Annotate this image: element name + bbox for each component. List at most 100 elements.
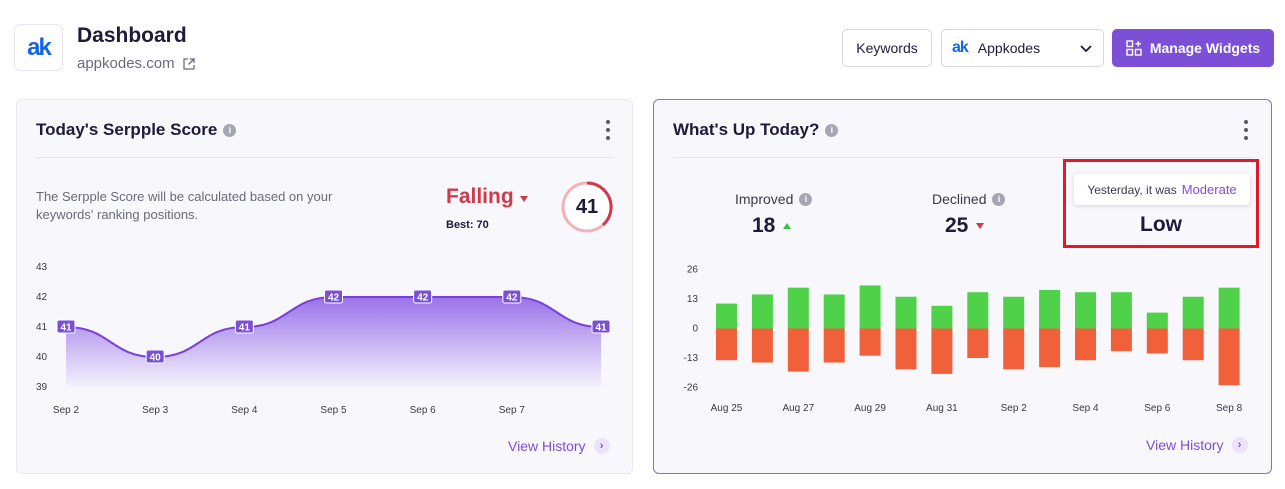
yesterday-tooltip: Yesterday, it was Moderate (1074, 174, 1250, 205)
info-icon[interactable]: i (799, 192, 813, 206)
yesterday-value: Moderate (1181, 182, 1237, 197)
card-title-text: What's Up Today? (673, 120, 820, 139)
data-label: 42 (506, 293, 518, 304)
divider (36, 157, 614, 158)
declined-bar (716, 328, 737, 361)
x-tick-label: Sep 6 (410, 405, 437, 416)
project-select[interactable]: ak Appkodes (941, 29, 1104, 67)
score-history-chart: 43 42 41 40 39 Sep 2 Sep 3 Sep 4 Sep 5 Sep 6 Sep 7… (36, 262, 611, 416)
declined-bar (1110, 328, 1132, 352)
score-gauge (561, 181, 613, 233)
data-label: 41 (239, 323, 251, 334)
x-tick-label: Sep 7 (499, 405, 526, 416)
declined-bar (751, 328, 773, 363)
info-icon[interactable]: i (825, 123, 839, 137)
x-tick-label: Aug 25 (711, 403, 743, 414)
improved-bar (751, 294, 773, 329)
data-label: 41 (595, 323, 607, 334)
caret-down-icon (519, 195, 528, 202)
data-label-box (234, 319, 254, 334)
site-domain[interactable]: appkodes.com (77, 55, 195, 72)
x-tick-label: Sep 6 (1144, 403, 1171, 414)
y-tick-label: -13 (684, 353, 699, 364)
declined-label-text: Declined (932, 191, 987, 207)
manage-widgets-button[interactable]: Manage Widgets (1112, 29, 1274, 67)
improved-bar (967, 292, 989, 329)
data-label: 42 (328, 293, 340, 304)
x-tick-label: Aug 29 (854, 403, 886, 414)
more-options-icon[interactable] (1241, 120, 1251, 140)
y-tick-label: 40 (36, 352, 48, 363)
improved-bar (931, 305, 953, 329)
yesterday-prefix: Yesterday, it was (1087, 182, 1177, 197)
y-tick-label: 42 (36, 292, 48, 303)
declined-value: 25 (945, 214, 985, 238)
view-history-label: View History (1146, 437, 1224, 453)
x-tick-label: Sep 8 (1216, 403, 1243, 414)
keywords-button[interactable]: Keywords (842, 29, 932, 67)
view-history-link[interactable]: View History › (508, 438, 610, 454)
y-tick-label: 26 (687, 265, 699, 276)
y-tick-label: 13 (687, 294, 699, 305)
improved-count: 18 (752, 214, 776, 237)
data-label-box (591, 319, 611, 334)
improved-bar (895, 296, 917, 329)
improved-bar (1110, 292, 1132, 329)
improved-bar (1182, 296, 1204, 329)
declined-bar (967, 328, 989, 358)
brand-logo: ak (14, 24, 63, 71)
info-icon[interactable]: i (992, 192, 1006, 206)
card-title: Today's Serpple Score i (36, 120, 237, 140)
score-value: 41 (575, 195, 599, 218)
page-title: Dashboard (77, 24, 187, 47)
y-tick-label: -26 (684, 383, 699, 394)
card-title: What's Up Today? i (673, 120, 839, 140)
improved-value: 18 (752, 214, 792, 238)
improved-bar (787, 287, 809, 329)
divider (673, 157, 1253, 158)
improved-label-text: Improved (735, 191, 794, 207)
data-label: 41 (60, 323, 72, 334)
declined-count: 25 (945, 214, 969, 237)
trend-text: Falling (446, 185, 514, 208)
project-select-value: Appkodes (977, 40, 1041, 56)
view-history-link[interactable]: View History › (1146, 437, 1248, 453)
x-tick-label: Sep 5 (320, 405, 347, 416)
whats-up-card: What's Up Today? i Improved i 18 Decline… (653, 99, 1272, 474)
y-tick-label: 41 (36, 322, 48, 333)
improved-bar (1039, 289, 1061, 329)
caret-up-icon (783, 223, 792, 229)
x-tick-label: Aug 27 (782, 403, 814, 414)
improved-label: Improved i (735, 191, 813, 207)
chevron-right-icon: › (593, 438, 610, 454)
data-label-box (145, 349, 165, 364)
improved-bar (1218, 287, 1240, 329)
logo-text: ak (27, 33, 52, 61)
declined-bar (931, 328, 953, 374)
y-tick-label: 43 (36, 262, 48, 273)
highlight-box (1063, 159, 1259, 248)
project-logo-icon: ak (952, 39, 969, 56)
y-tick-label: 0 (692, 324, 698, 335)
x-tick-label: Sep 4 (231, 405, 258, 416)
card-title-text: Today's Serpple Score (36, 120, 218, 139)
external-link-icon[interactable] (182, 57, 195, 70)
improved-bar (716, 303, 737, 329)
info-icon[interactable]: i (223, 123, 237, 137)
x-tick-label: Sep 2 (1001, 403, 1028, 414)
data-label-box (56, 319, 76, 334)
improved-bar (859, 285, 881, 329)
trend-status: Falling (446, 185, 528, 209)
domain-text: appkodes.com (77, 55, 175, 72)
data-label: 40 (150, 353, 162, 364)
ranking-changes-chart: 26 13 0 -13 -26 Aug 25 Aug 27 Aug 29 Aug 31 Sep 2… (684, 265, 1243, 415)
improved-bar (1003, 296, 1025, 329)
widgets-icon (1126, 40, 1142, 56)
declined-bar (1075, 328, 1096, 361)
chevron-right-icon: › (1231, 437, 1248, 453)
chevron-down-icon (1080, 45, 1092, 53)
data-label-box (324, 289, 343, 304)
x-tick-label: Sep 2 (53, 405, 80, 416)
more-options-icon[interactable] (603, 120, 613, 140)
score-description: The Serpple Score will be calculated bas… (36, 189, 333, 222)
